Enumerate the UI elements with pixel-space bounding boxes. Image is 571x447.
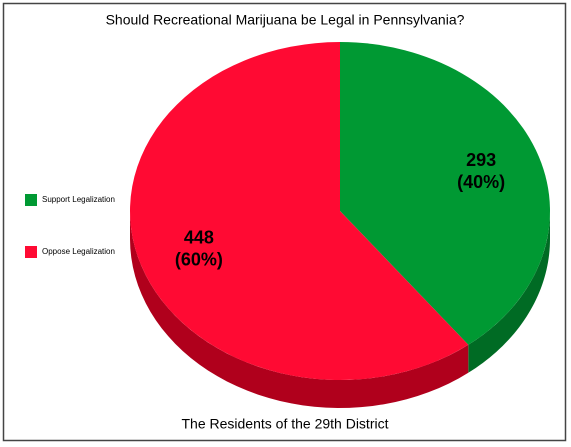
slice-side — [468, 211, 550, 373]
slice-side — [130, 211, 469, 408]
chart-title: Should Recreational Marijuana be Legal i… — [106, 12, 465, 28]
data-label: 448 — [184, 227, 214, 247]
legend-swatch — [25, 246, 37, 258]
legend-label: Support Legalization — [42, 195, 115, 204]
slice — [130, 42, 469, 380]
data-label: 293 — [466, 150, 496, 170]
legend-swatch — [25, 194, 37, 206]
percent-label: (60%) — [175, 249, 223, 269]
legend-label: Oppose Legalization — [42, 247, 115, 256]
x-axis-label: The Residents of the 29th District — [182, 416, 389, 432]
percent-label: (40%) — [457, 172, 505, 192]
slice — [340, 42, 551, 345]
